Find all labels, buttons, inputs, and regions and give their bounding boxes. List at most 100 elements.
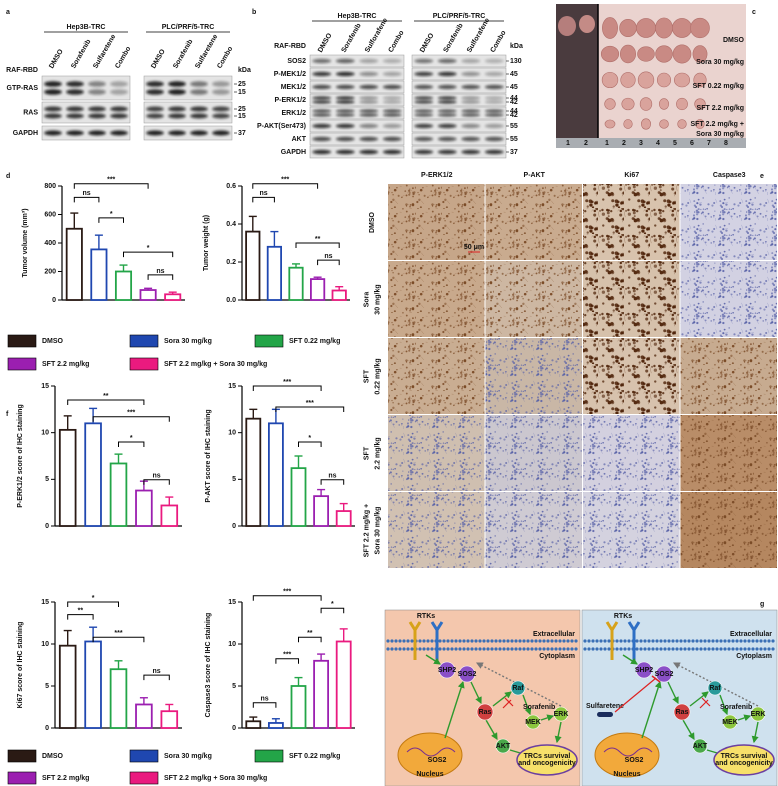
pathway-arrow [641, 680, 662, 739]
blot-band [382, 96, 402, 100]
y-axis-label: Ki67 score of IHC staining [17, 622, 24, 709]
ihc-texture [485, 184, 582, 260]
significance-bracket [252, 183, 319, 189]
blot-band [312, 113, 332, 117]
tumor [656, 72, 672, 88]
tumor [658, 98, 670, 110]
membrane-lipid [386, 647, 390, 651]
membrane-lipid [771, 647, 775, 651]
legend-swatch [7, 357, 37, 371]
blot-band [484, 96, 504, 100]
significance-label: * [331, 601, 334, 608]
legend-label: DMSO [42, 338, 64, 345]
kda-marker: 55 [510, 136, 518, 143]
blot-band [461, 96, 481, 100]
membrane-lipid [615, 647, 619, 651]
membrane-lipid [522, 639, 526, 643]
error-bar [144, 287, 153, 291]
membrane-lipid [478, 647, 482, 651]
ruler-number: 2 [584, 140, 588, 147]
blot-strip [143, 75, 233, 101]
blot-row-label: P-MEK1/2 [274, 71, 306, 78]
kda-marker: 37 [238, 130, 246, 137]
bar [135, 489, 153, 527]
bar [109, 462, 128, 527]
blot-band [414, 71, 434, 77]
lane-label: Sulfaretene [194, 33, 219, 70]
blot-band [312, 96, 332, 100]
blot-band [335, 149, 355, 155]
ihc-texture [485, 415, 582, 491]
node-label: SOS2 [458, 671, 477, 678]
blot-band [461, 113, 481, 117]
tumor [637, 46, 655, 62]
blot-band [146, 89, 164, 95]
receptor-label: RTKs [614, 613, 632, 620]
membrane-lipid [562, 639, 566, 643]
membrane-lipid [667, 639, 671, 643]
membrane-lipid [687, 647, 691, 651]
significance-label: * [308, 435, 311, 442]
ihc-texture [388, 184, 485, 260]
blot-band [335, 109, 355, 113]
blot-band [437, 71, 457, 77]
blot-band [168, 113, 186, 119]
membrane-lipid [703, 639, 707, 643]
blot-band [335, 113, 355, 117]
error-bar [249, 408, 258, 419]
blot-band [461, 136, 481, 142]
pathway-node [722, 714, 738, 730]
y-tick-label: 15 [228, 383, 236, 390]
membrane-lipid [591, 639, 595, 643]
bar [90, 248, 108, 301]
blot-band [461, 71, 481, 77]
significance-bracket [252, 702, 277, 708]
significance-bracket [252, 385, 322, 391]
membrane-lipid [691, 639, 695, 643]
lane-label: Sorafenib [443, 22, 465, 53]
blot-band [484, 84, 504, 90]
blot-band [190, 113, 208, 119]
significance-bracket [317, 259, 340, 266]
membrane-lipid [494, 647, 498, 651]
legend-swatch [7, 749, 37, 763]
ruler-number: 1 [605, 140, 609, 147]
kda-label: kDa [238, 67, 251, 74]
significance-label: ** [78, 607, 84, 614]
legend-label: SFT 2.2 mg/kg [42, 775, 89, 782]
blot-band [414, 136, 434, 142]
blot-strip [309, 80, 405, 94]
blot-strip [309, 67, 405, 81]
membrane-lipid [735, 647, 739, 651]
blot-band [359, 109, 379, 113]
panel-letter: f [6, 411, 9, 418]
ihc-texture [680, 492, 777, 568]
error-bar [294, 455, 303, 469]
membrane-lipid [647, 639, 651, 643]
membrane-lipid [398, 639, 402, 643]
group-label: SFT 2.2 mg/kg [697, 105, 744, 112]
node-label: ERK [751, 711, 766, 718]
blot-band [382, 123, 402, 129]
y-axis-label: P-AKT score of IHC staining [205, 409, 212, 502]
pathway-arrow [522, 694, 532, 716]
pathway-node [476, 703, 494, 721]
membrane-lipid [755, 647, 759, 651]
blot-band [437, 149, 457, 155]
significance-label: ns [324, 253, 332, 260]
blot-band [382, 84, 402, 90]
membrane-lipid [418, 639, 422, 643]
membrane-lipid [719, 639, 723, 643]
significance-bracket [252, 196, 275, 203]
membrane-lipid [522, 647, 526, 651]
error-bar [294, 676, 303, 686]
legend-swatch [129, 771, 159, 785]
ihc-texture [388, 415, 485, 491]
y-tick-label: 10 [228, 430, 236, 437]
blot-row-label: ERK1/2 [281, 110, 306, 117]
group-label: SFT 0.22 mg/kg [693, 83, 744, 90]
bar [290, 685, 307, 729]
nucleus [594, 732, 660, 778]
membrane-lipid [506, 639, 510, 643]
blot-strip [143, 125, 233, 141]
